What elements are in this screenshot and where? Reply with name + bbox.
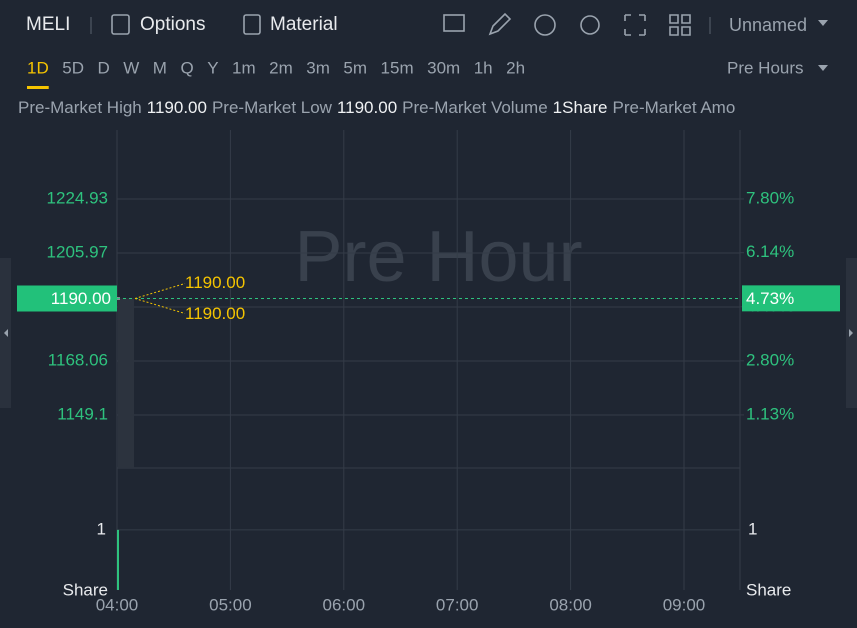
period-button[interactable]: Y bbox=[207, 58, 218, 77]
material-button[interactable]: Material bbox=[270, 14, 338, 35]
period-bar: 1D 5D D W M Q Y 1m 2m 3m 5m 15m 30m 1h 2h bbox=[27, 58, 525, 89]
dropdown-arrow bbox=[818, 65, 828, 71]
handle-arrow bbox=[4, 329, 8, 337]
info-label: Pre-Market Volume bbox=[402, 98, 548, 117]
y-tick-label: 1224.93 bbox=[47, 188, 108, 207]
options-button[interactable]: Options bbox=[140, 14, 205, 35]
y-tick-label: 1149.1 bbox=[57, 404, 108, 423]
volume-bar bbox=[117, 529, 119, 590]
info-row: Pre-Market High 1190.00 Pre-Market Low 1190… bbox=[18, 98, 735, 117]
options-icon bbox=[111, 14, 130, 35]
symbol[interactable]: MELI bbox=[26, 14, 70, 35]
y2-tick-label: 1 bbox=[748, 519, 757, 538]
info-label: Pre-Market High bbox=[18, 98, 142, 117]
layout-name[interactable]: Unnamed bbox=[729, 15, 807, 35]
dropdown-arrow bbox=[818, 20, 828, 26]
price-tag-label: 1190.00 bbox=[51, 289, 111, 308]
change-tag bbox=[742, 285, 840, 312]
annotation-leader bbox=[134, 283, 186, 314]
period-button[interactable]: 5D bbox=[62, 58, 84, 77]
material-icon bbox=[243, 14, 261, 35]
info-value: 1190.00 bbox=[147, 98, 207, 117]
layout-icon[interactable] bbox=[669, 14, 691, 36]
period-button[interactable]: 5m bbox=[343, 58, 367, 77]
volume-unit: Share bbox=[746, 580, 791, 599]
period-button[interactable]: W bbox=[123, 58, 139, 77]
info-label: Pre-Market Amo bbox=[612, 98, 735, 117]
volume-unit: Share bbox=[63, 580, 108, 599]
y2-tick-label: 6.14% bbox=[746, 242, 794, 261]
info-value: 1Share bbox=[553, 98, 608, 117]
settings-icon[interactable] bbox=[580, 15, 600, 35]
reset-icon[interactable] bbox=[534, 14, 556, 36]
y-tick-label: 1168.06 bbox=[48, 350, 108, 369]
period-button[interactable]: 1D bbox=[27, 58, 49, 77]
y2-tick-label: 1.13% bbox=[746, 404, 794, 423]
x-tick-label: 04:00 bbox=[96, 595, 139, 614]
period-button[interactable]: M bbox=[153, 58, 167, 77]
fullscreen-icon[interactable] bbox=[624, 14, 646, 36]
session-select[interactable]: Pre Hours bbox=[727, 58, 804, 77]
price-shade bbox=[118, 298, 134, 468]
price-tag bbox=[17, 285, 117, 312]
period-button[interactable]: 3m bbox=[306, 58, 330, 77]
low-annotation: 1190.00 bbox=[185, 304, 245, 323]
x-tick-label: 06:00 bbox=[323, 595, 366, 614]
info-value: 1190.00 bbox=[337, 98, 397, 117]
y-tick-label: 1 bbox=[97, 519, 106, 538]
x-tick-label: 07:00 bbox=[436, 595, 479, 614]
info-label: Pre-Market Low bbox=[212, 98, 333, 117]
y-tick-label: 1205.97 bbox=[47, 242, 108, 261]
period-button[interactable]: 1m bbox=[232, 58, 256, 77]
high-annotation: 1190.00 bbox=[185, 273, 245, 292]
draw-icon[interactable] bbox=[488, 12, 512, 36]
period-button[interactable]: 2h bbox=[506, 58, 525, 77]
active-underline bbox=[27, 86, 49, 89]
change-tag-label: 4.73% bbox=[746, 289, 794, 308]
y2-tick-label: 7.80% bbox=[746, 188, 794, 207]
y2-tick-label: 2.80% bbox=[746, 350, 794, 369]
period-button[interactable]: 1h bbox=[474, 58, 493, 77]
period-button[interactable]: 15m bbox=[381, 58, 414, 77]
period-button[interactable]: 30m bbox=[427, 58, 460, 77]
indicator-icon[interactable] bbox=[443, 14, 465, 32]
handle-arrow bbox=[849, 329, 853, 337]
x-tick-label: 08:00 bbox=[549, 595, 592, 614]
watermark: Pre Hour bbox=[294, 217, 582, 297]
period-button[interactable]: 2m bbox=[269, 58, 293, 77]
x-tick-label: 09:00 bbox=[663, 595, 706, 614]
x-tick-label: 05:00 bbox=[209, 595, 252, 614]
period-button[interactable]: D bbox=[97, 58, 109, 77]
period-button[interactable]: Q bbox=[180, 58, 193, 77]
